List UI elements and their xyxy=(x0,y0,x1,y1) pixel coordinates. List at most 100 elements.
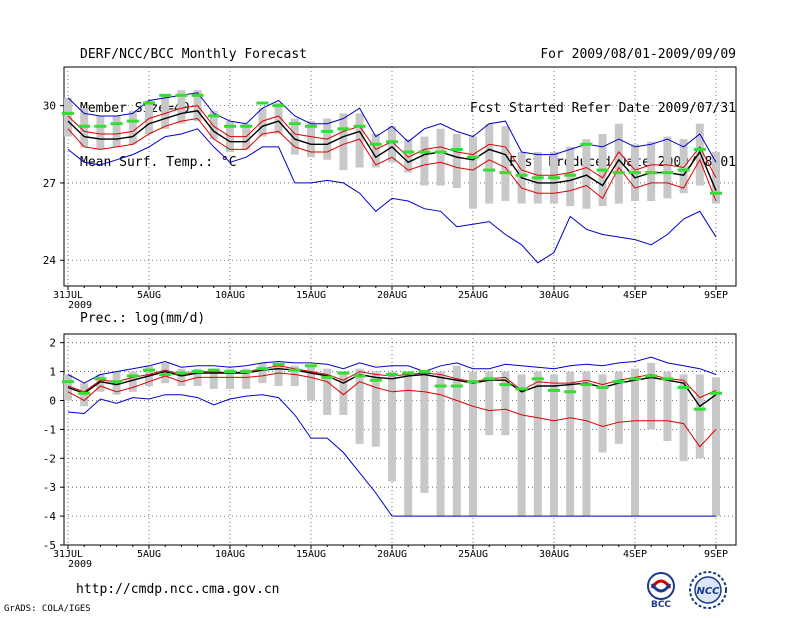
temp-green-marker xyxy=(353,124,366,128)
prec-green-marker xyxy=(272,362,285,366)
temp-green-marker xyxy=(256,101,269,105)
chart-title: DERF/NCC/BCC Monthly Forecast xyxy=(80,47,307,62)
prec-ensemble-box xyxy=(452,365,461,517)
forecast-period: For 2009/08/01-2009/09/09 xyxy=(540,47,736,62)
prec-year-label: 2009 xyxy=(68,559,92,570)
temp-green-marker xyxy=(143,101,155,105)
prec-xtick-label: 20AUG xyxy=(377,549,407,560)
temp-green-marker xyxy=(175,93,188,97)
prec-green-marker xyxy=(580,383,593,387)
prec-ensemble-box xyxy=(339,371,348,415)
temp-ytick-label: 24 xyxy=(43,254,57,267)
footer-url[interactable]: http://cmdp.ncc.cma.gov.cn xyxy=(76,582,280,597)
prec-green-marker xyxy=(386,372,398,376)
temp-green-marker xyxy=(531,176,544,180)
prec-green-marker xyxy=(321,375,334,379)
prec-series-max xyxy=(67,356,717,384)
prec-green-marker xyxy=(159,372,172,376)
prec-xtick-label: 25AUG xyxy=(458,549,488,560)
prec-ensemble-box xyxy=(631,368,639,517)
prec-ensemble-box xyxy=(177,368,186,387)
prec-green-marker xyxy=(240,370,253,374)
temp-green-marker xyxy=(191,93,204,97)
prec-ensemble-box xyxy=(598,374,607,453)
temp-ytick-label: 27 xyxy=(43,177,56,190)
temp-ensemble-box xyxy=(452,133,461,189)
bcc-logo: BCC xyxy=(647,572,675,610)
temp-ensemble-box xyxy=(679,139,688,194)
temp-green-marker xyxy=(94,124,107,128)
prec-ensemble-box xyxy=(550,374,558,517)
temp-xtick-label: 4SEP xyxy=(623,290,647,301)
temp-green-marker xyxy=(580,142,593,146)
temp-green-marker xyxy=(62,111,74,115)
temp-green-marker xyxy=(693,147,706,151)
prec-ensemble-box xyxy=(209,368,218,389)
bcc-logo-text: BCC xyxy=(651,600,671,610)
prec-green-marker xyxy=(126,374,139,378)
prec-ensemble-box xyxy=(566,371,575,517)
temp-green-marker xyxy=(661,171,674,175)
temp-year-label: 2009 xyxy=(68,300,92,311)
prec-green-marker xyxy=(467,380,479,384)
prec-green-marker xyxy=(224,370,236,374)
temp-green-marker xyxy=(305,124,317,128)
temp-green-marker xyxy=(564,173,577,177)
temp-ensemble-box xyxy=(614,123,623,204)
prec-ensemble-box xyxy=(290,365,299,387)
temp-xtick-label: 20AUG xyxy=(377,290,407,301)
prec-ensemble-box xyxy=(64,374,72,401)
prec-green-marker xyxy=(564,390,577,394)
prec-green-marker xyxy=(531,377,544,381)
temp-green-marker xyxy=(110,122,123,126)
prec-green-marker xyxy=(305,364,317,368)
prec-green-marker xyxy=(434,384,447,388)
temp-ensemble-box xyxy=(469,136,477,209)
temp-ensemble-box xyxy=(274,103,283,134)
prec-green-marker xyxy=(677,385,690,389)
temp-ensemble-box xyxy=(420,136,429,186)
temp-ensemble-box xyxy=(96,115,105,150)
temp-xtick-label: 9SEP xyxy=(704,290,728,301)
temp-green-marker xyxy=(159,93,172,97)
temp-ensemble-box xyxy=(663,136,672,199)
prec-ensemble-box xyxy=(533,371,542,517)
prec-plot-frame xyxy=(63,333,737,546)
temp-ensemble-box xyxy=(64,97,72,137)
temp-green-marker xyxy=(288,122,301,126)
prec-ensemble-box xyxy=(485,371,494,436)
prec-ensemble-box xyxy=(647,362,656,430)
prec-green-marker xyxy=(143,368,155,372)
grads-credit: GrADS: COLA/IGES xyxy=(4,604,91,614)
prec-series-lower xyxy=(67,372,717,448)
prec-ensemble-box xyxy=(258,362,267,384)
temp-xtick-label: 30AUG xyxy=(539,290,569,301)
temp-ytick-label: 30 xyxy=(43,100,56,113)
temp-ensemble-box xyxy=(582,139,591,209)
temp-green-marker xyxy=(402,150,415,154)
prec-green-marker xyxy=(629,377,641,381)
temp-series-lower xyxy=(67,117,717,202)
temp-xtick-label: 15AUG xyxy=(296,290,326,301)
temp-xtick-label: 5AUG xyxy=(137,290,161,301)
temp-ensemble-box xyxy=(501,126,510,201)
temp-green-marker xyxy=(126,119,139,123)
prec-ytick-label: 1 xyxy=(49,366,56,379)
header-left: DERF/NCC/BCC Monthly Forecast Member Siz… xyxy=(80,10,307,190)
temp-green-marker xyxy=(207,114,220,118)
prec-ensemble-box xyxy=(404,371,413,517)
prec-ensemble-box xyxy=(242,368,251,389)
temp-series-min xyxy=(67,128,717,264)
prec-ensemble-box xyxy=(695,374,704,459)
prec-ensemble-box xyxy=(614,371,623,444)
prec-xtick-label: 10AUG xyxy=(215,549,245,560)
temp-green-marker xyxy=(515,173,528,177)
prec-ensemble-box xyxy=(371,371,380,447)
prec-green-marker xyxy=(256,367,269,371)
prec-green-marker xyxy=(548,388,560,392)
prec-green-marker xyxy=(110,380,123,384)
prec-ensemble-box xyxy=(226,368,234,389)
prec-xtick-label: 4SEP xyxy=(623,549,647,560)
temp-green-marker xyxy=(321,129,334,133)
temp-green-marker xyxy=(710,191,722,195)
